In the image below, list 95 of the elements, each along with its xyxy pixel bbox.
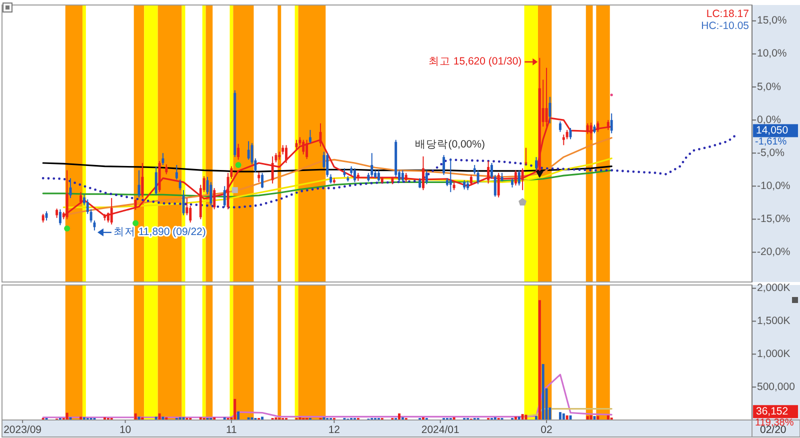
candlestick (524, 147, 528, 166)
candlestick (558, 120, 562, 132)
candlestick (285, 144, 288, 164)
x-tick-label: 02 (540, 424, 553, 436)
candlestick (302, 139, 305, 155)
x-tick-label: 2024/01 (421, 424, 460, 436)
line-series (42, 374, 612, 418)
text: 14,050 (756, 124, 788, 136)
candlestick (463, 180, 466, 190)
bar (134, 413, 137, 420)
text: 36,152 (756, 405, 788, 418)
annotation: 최고 15,620 (01/30) (428, 56, 522, 68)
candlestick (237, 143, 240, 160)
candlestick (93, 220, 96, 231)
y-tick-label: 5,0% (757, 80, 781, 93)
y-tick-label: -20,0% (757, 246, 790, 258)
candlestick (154, 166, 158, 196)
candlestick (162, 152, 164, 166)
y-tick-label: 1,500K (757, 315, 790, 327)
y-tick-label: 15,0% (757, 14, 787, 27)
y-tick-label: 0,0% (757, 114, 781, 126)
candlestick (306, 139, 308, 160)
bar (562, 413, 565, 420)
bar (538, 300, 541, 420)
candlestick (521, 168, 524, 191)
candlestick (401, 170, 404, 183)
candlestick (261, 172, 264, 189)
candlestick (370, 152, 374, 178)
candlestick (247, 140, 250, 160)
candlestick (178, 179, 182, 191)
x-tick-label: 2023/09 (4, 424, 42, 436)
candlestick (470, 174, 472, 186)
candlestick (213, 188, 216, 210)
candlestick (514, 170, 517, 186)
x-tick-label: 11 (226, 424, 238, 436)
y-tick-label: -5,0% (757, 146, 784, 159)
y-tick-label: 500,000 (757, 380, 796, 393)
bar (158, 413, 161, 420)
candlestick (562, 134, 565, 146)
bar (521, 414, 524, 420)
bar (542, 364, 544, 420)
candlestick (404, 172, 408, 183)
candlestick (258, 172, 260, 183)
y-tick-label: 2,000K (757, 282, 790, 294)
candlestick (330, 174, 332, 184)
candlestick (308, 129, 312, 144)
candlestick (497, 172, 500, 198)
candlestick (596, 120, 600, 132)
candlestick (354, 168, 356, 183)
candlestick (295, 139, 298, 150)
candlestick (165, 164, 168, 175)
text: -1,61% (755, 136, 787, 148)
bar (234, 398, 236, 420)
candlestick (223, 186, 226, 208)
candlestick (590, 122, 592, 140)
candlestick (58, 208, 62, 226)
candlestick (326, 152, 329, 178)
candlestick (422, 156, 424, 191)
candlestick (56, 208, 58, 218)
candlestick (518, 170, 520, 186)
candlestick (449, 158, 452, 193)
candlestick (45, 210, 48, 222)
candlestick (425, 170, 428, 185)
annotation: LC:18.17 (706, 8, 750, 20)
candlestick (535, 156, 538, 171)
x-tick-label: 10 (119, 424, 132, 436)
bar (524, 414, 528, 420)
candlestick (418, 178, 422, 189)
y-tick-label: 10,0% (757, 48, 787, 60)
x-tick-label: 12 (328, 424, 340, 436)
candlestick (606, 120, 610, 130)
candlestick (586, 122, 589, 134)
candlestick (566, 129, 568, 140)
y-tick-label: 1,000K (757, 348, 790, 360)
bar (237, 411, 240, 420)
candlestick (548, 96, 552, 124)
candlestick (610, 112, 613, 134)
candlestick (175, 164, 178, 180)
candlestick (511, 178, 514, 188)
candlestick (80, 192, 82, 204)
candlestick (377, 170, 380, 182)
bar (558, 412, 562, 420)
candlestick (476, 170, 480, 185)
candlestick (487, 160, 490, 184)
candlestick (466, 180, 469, 191)
annotation: 배당락(0,00%) (415, 138, 485, 150)
candlestick (141, 162, 144, 198)
candlestick (134, 198, 137, 210)
annotation: HC:-10.05 (701, 20, 750, 32)
y-tick-label: -10,0% (757, 180, 790, 192)
y-tick-label: -15,0% (757, 212, 790, 225)
bar (398, 413, 400, 420)
candlestick (271, 156, 274, 184)
candlestick (442, 154, 446, 176)
bar (66, 412, 68, 420)
